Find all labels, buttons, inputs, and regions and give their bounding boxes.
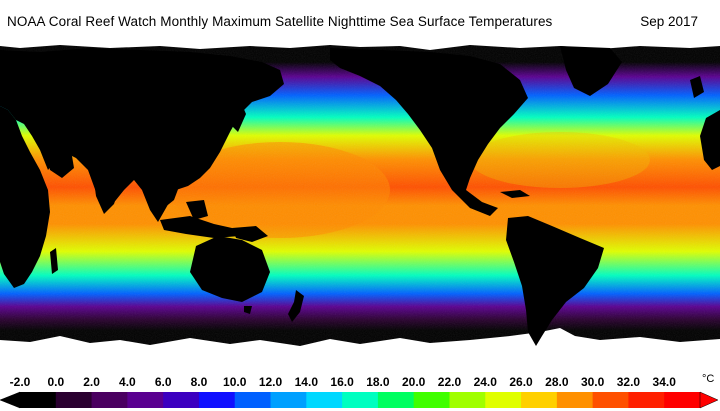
colorbar-swatch	[20, 392, 57, 408]
legend-tick-label: 16.0	[330, 375, 354, 389]
legend-tick-label: 28.0	[545, 375, 569, 389]
sea-surface-temperature-map	[0, 40, 720, 371]
cuba-caribbean	[500, 190, 530, 198]
title-bar: NOAA Coral Reef Watch Monthly Maximum Sa…	[0, 0, 720, 40]
legend-tick-label: 26.0	[509, 375, 533, 389]
borneo	[186, 200, 208, 220]
legend-tick-label: 2.0	[83, 375, 100, 389]
greenland	[560, 46, 622, 96]
new-zealand	[288, 290, 304, 322]
legend-tick-label: 12.0	[258, 375, 283, 389]
japan	[230, 100, 246, 132]
legend-tick-label: 20.0	[401, 375, 426, 389]
colorbar-swatch	[556, 392, 594, 408]
legend-tick-label: 0.0	[47, 375, 65, 389]
colorbar-swatch	[306, 392, 343, 408]
indonesia	[160, 216, 240, 238]
legend-unit-label: °C	[702, 373, 715, 385]
arabia	[44, 140, 74, 178]
north-america	[330, 48, 528, 216]
colorbar-high-arrow	[699, 391, 719, 409]
uk	[690, 76, 704, 98]
legend-tick-labels: -2.0 0.0 2.0 4.0 6.0 8.0 10.0 12.0 14.0 16.0 18.0 2…	[0, 375, 720, 391]
legend-tick-label: 18.0	[366, 375, 390, 389]
legend-tick-label: 8.0	[190, 375, 208, 389]
legend-colorbar	[0, 391, 719, 409]
legend-tick-label: 14.0	[294, 375, 318, 389]
colorbar-swatch	[664, 392, 701, 408]
colorbar-swatch	[198, 392, 236, 408]
colorbar-swatch	[234, 392, 272, 408]
legend-tick-label: 4.0	[119, 375, 136, 389]
legend-tick-label: 24.0	[473, 375, 497, 389]
legend-tick-label: 30.0	[580, 375, 605, 389]
colorbar-swatch	[521, 392, 558, 408]
colorbar-swatch	[413, 392, 450, 408]
colorbar-swatch	[91, 392, 128, 408]
legend-tick-label: -2.0	[9, 375, 31, 389]
southeast-asia	[150, 168, 180, 208]
temperature-legend: -2.0 0.0 2.0 4.0 6.0 8.0 10.0 12.0 14.0 16.0 18.0 2…	[0, 371, 720, 411]
colorbar-swatch	[55, 392, 93, 408]
map-date: Sep 2017	[640, 14, 698, 29]
colorbar-swatch	[342, 392, 379, 408]
colorbar-swatch	[127, 392, 164, 408]
map-title: NOAA Coral Reef Watch Monthly Maximum Sa…	[7, 14, 553, 29]
new-guinea	[232, 226, 268, 242]
tasmania	[244, 306, 252, 314]
india	[92, 164, 122, 214]
colorbar-swatch	[270, 392, 307, 408]
legend-tick-label: 6.0	[154, 375, 172, 389]
madagascar	[50, 248, 58, 274]
eurasia	[0, 48, 284, 222]
australia	[190, 236, 270, 302]
legend-tick-label: 22.0	[437, 375, 462, 389]
colorbar-swatch	[592, 392, 629, 408]
colorbar-swatch	[449, 392, 486, 408]
legend-tick-label: 10.0	[223, 375, 247, 389]
africa-east-wrap	[700, 110, 720, 170]
legend-tick-label: 34.0	[652, 375, 676, 389]
colorbar-swatches	[20, 392, 701, 408]
colorbar-low-arrow	[0, 391, 21, 409]
land-masses	[0, 46, 720, 346]
colorbar-swatch	[628, 392, 665, 408]
colorbar-swatch	[377, 392, 415, 408]
colorbar-swatch	[485, 392, 522, 408]
arctic-ice	[0, 40, 720, 50]
colorbar-swatch	[163, 392, 200, 408]
africa	[0, 106, 50, 288]
legend-tick-label: 32.0	[616, 375, 641, 389]
south-america	[506, 216, 604, 346]
